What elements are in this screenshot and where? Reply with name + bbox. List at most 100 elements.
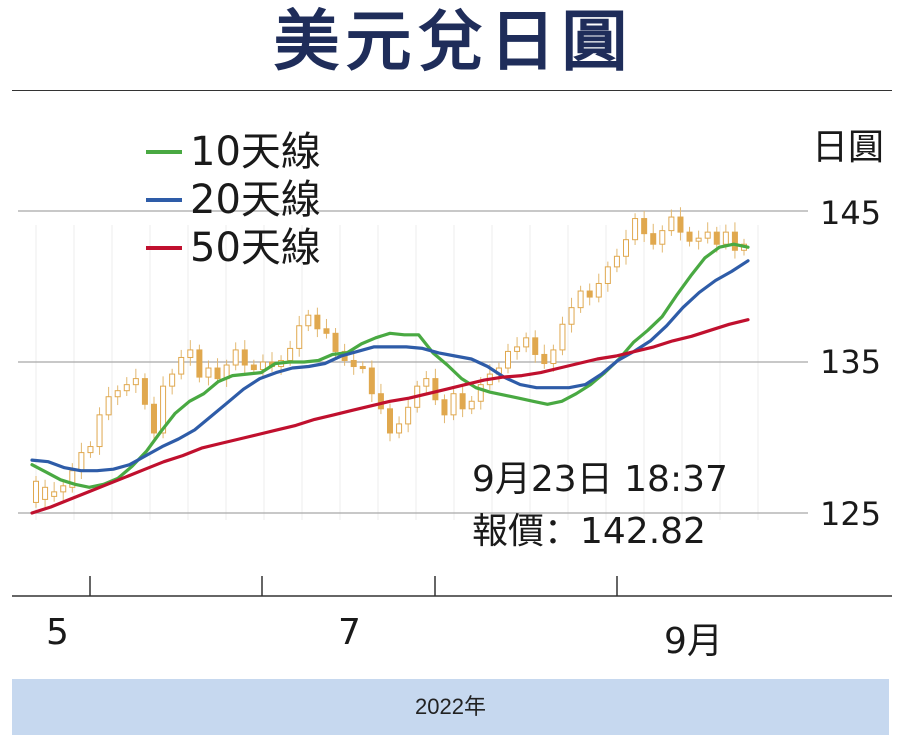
candle-body <box>704 231 711 239</box>
xtick-label: 9月 <box>664 621 723 662</box>
candle-body <box>141 378 148 405</box>
candle-body <box>468 400 475 410</box>
candle-body <box>387 408 393 434</box>
candle-body <box>214 367 221 380</box>
legend-label: 10天線 <box>190 129 321 175</box>
candle-body <box>323 328 330 334</box>
candle-body <box>87 446 94 454</box>
candle-body <box>459 393 466 410</box>
candle-body <box>550 349 557 365</box>
legend-label: 20天線 <box>190 177 321 223</box>
candle-body <box>595 282 602 298</box>
candle-body <box>568 307 575 325</box>
candle-body <box>250 364 257 371</box>
series-line <box>30 242 750 489</box>
xtick-label: 5 <box>46 612 69 653</box>
candle-body <box>33 480 39 503</box>
candle-body <box>713 231 720 245</box>
candle-body <box>105 396 112 416</box>
candle-body <box>132 378 139 386</box>
candle-body <box>241 349 248 366</box>
candle-body <box>169 373 176 387</box>
candle-body <box>613 255 620 268</box>
legend: 10天線 20天線 50天線 <box>146 128 321 272</box>
annotation-datetime: 9月23日 18:37 <box>472 459 728 500</box>
candle-body <box>441 399 448 416</box>
candle-body <box>332 332 339 352</box>
footer-year: 2022年 <box>12 679 889 735</box>
candle-body <box>695 237 702 242</box>
legend-entry: 20天線 <box>146 176 321 224</box>
candle-body <box>160 385 167 434</box>
candle-body <box>314 314 321 330</box>
candle-body <box>432 378 439 401</box>
candle-body <box>405 406 412 425</box>
candle-body <box>196 349 203 378</box>
legend-entry: 10天線 <box>146 128 321 176</box>
candle-body <box>514 346 521 352</box>
xtick-label: 7 <box>338 612 361 653</box>
candle-body <box>559 323 566 351</box>
candle-body <box>350 359 357 368</box>
candle-body <box>187 349 194 358</box>
candle-body <box>368 367 375 395</box>
candle-body <box>668 216 675 232</box>
ytick-label: 145 <box>820 194 882 232</box>
candle-body <box>604 266 611 284</box>
ytick-label: 135 <box>820 343 882 381</box>
y-axis-unit: 日圓 <box>812 127 885 168</box>
legend-entry: 50天線 <box>146 224 321 272</box>
candle-body <box>731 231 738 251</box>
candle-body <box>51 491 58 497</box>
legend-swatch <box>146 198 182 202</box>
ytick-label: 125 <box>820 495 882 533</box>
candle-body <box>205 367 212 378</box>
candle-body <box>505 350 511 369</box>
candle-body <box>541 353 548 365</box>
moving-average-lines <box>30 242 750 515</box>
page-title: 美元兌日圓 <box>273 3 634 80</box>
candle-body <box>178 356 185 375</box>
annotation-quote: 報價：142.82 <box>472 511 706 552</box>
legend-label: 50天線 <box>190 225 321 271</box>
top-rule <box>12 90 892 91</box>
candle-body <box>287 347 294 361</box>
candle-body <box>677 216 684 233</box>
candle-body <box>686 231 693 242</box>
candle-body <box>650 233 657 245</box>
candle-body <box>477 384 484 402</box>
candle-body <box>532 337 539 355</box>
candlesticks <box>33 207 747 508</box>
candle-body <box>586 290 593 298</box>
candle-body <box>305 314 312 327</box>
candle-body <box>632 218 639 241</box>
candle-body <box>423 378 430 387</box>
candle-body <box>623 239 629 257</box>
candle-body <box>296 325 303 349</box>
candle-body <box>232 349 239 366</box>
candle-body <box>722 231 729 245</box>
candle-body <box>396 423 403 434</box>
candle-body <box>377 393 384 410</box>
candle-body <box>359 366 366 370</box>
vertical-gridlines <box>35 225 759 520</box>
candle-body <box>96 414 103 448</box>
candle-body <box>123 384 130 392</box>
candle-body <box>60 485 67 493</box>
candle-body <box>114 390 121 398</box>
horizontal-gridlines <box>18 210 808 514</box>
candle-body <box>259 361 266 371</box>
price-chart <box>12 207 892 597</box>
candle-body <box>450 393 457 416</box>
candle-body <box>523 337 530 348</box>
series-line <box>30 318 750 515</box>
candle-body <box>151 403 157 434</box>
legend-swatch <box>146 150 182 154</box>
candle-body <box>659 230 666 245</box>
legend-swatch <box>146 246 182 250</box>
candle-body <box>641 218 648 235</box>
candle-body <box>577 290 584 309</box>
x-axis-ticks <box>89 576 618 596</box>
candle-body <box>78 452 85 472</box>
candle-body <box>42 486 49 500</box>
